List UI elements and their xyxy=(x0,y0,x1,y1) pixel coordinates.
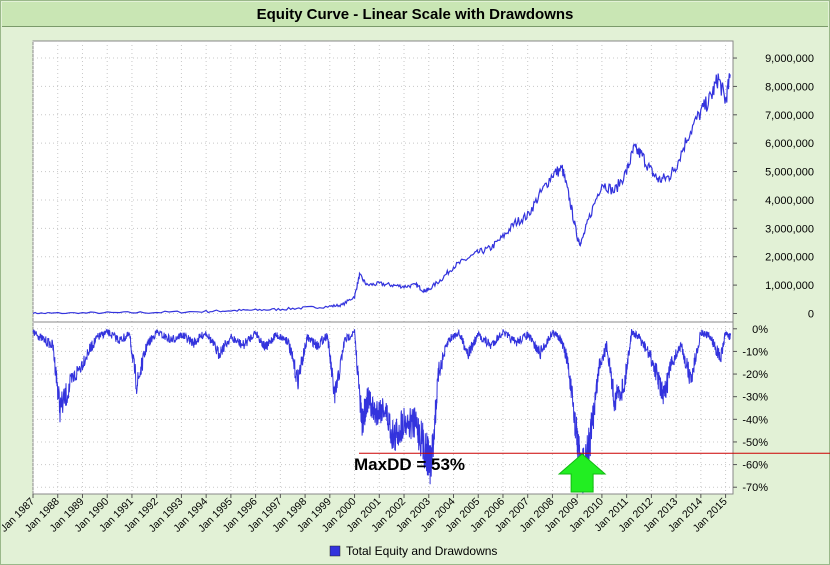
equity-y-tick-label: 0 xyxy=(808,308,814,320)
drawdown-series-line xyxy=(32,328,731,494)
annotations: MaxDD = 53% xyxy=(354,452,830,493)
maxdd-arrow xyxy=(557,453,607,493)
chart-title-bar: Equity Curve - Linear Scale with Drawdow… xyxy=(2,2,828,27)
equity-plot-area xyxy=(32,40,734,323)
chart-title: Equity Curve - Linear Scale with Drawdow… xyxy=(256,5,574,23)
drawdown-y-tick-label: -50% xyxy=(742,437,768,449)
drawdown-y-tick-label: -30% xyxy=(742,392,768,404)
equity-y-tick-label: 5,000,000 xyxy=(765,167,814,179)
drawdown-y-tick-label: -70% xyxy=(742,482,768,494)
equity-y-tick-label: 2,000,000 xyxy=(765,252,814,264)
equity-panel: 0 1,000,000 2,000,000 3,000,000 4,000,000 5,0… xyxy=(32,40,814,323)
equity-y-tick-label: 7,000,000 xyxy=(765,110,814,122)
equity-y-tick-label: 9,000,000 xyxy=(765,53,814,65)
legend-swatch xyxy=(329,545,341,557)
chart-canvas: 0 1,000,000 2,000,000 3,000,000 4,000,000 5,0… xyxy=(2,40,830,558)
maxdd-label: MaxDD = 53% xyxy=(354,455,465,474)
drawdown-y-tick-label: -60% xyxy=(742,460,768,472)
equity-y-tick-label: 4,000,000 xyxy=(765,195,814,207)
drawdown-y-tick-label: 0% xyxy=(752,324,768,336)
drawdown-panel: 0% -10% -20% -30% -40% -50% -60% -70% xyxy=(32,321,768,495)
equity-y-tick-label: 3,000,000 xyxy=(765,223,814,235)
equity-y-tick-label: 1,000,000 xyxy=(765,280,814,292)
drawdown-y-tick-label: -20% xyxy=(742,369,768,381)
drawdown-y-tick-label: -40% xyxy=(742,414,768,426)
equity-y-tick-label: 8,000,000 xyxy=(765,81,814,93)
equity-series-line xyxy=(32,73,731,315)
legend: Total Equity and Drawdowns xyxy=(329,544,497,558)
legend-label: Total Equity and Drawdowns xyxy=(346,544,497,558)
drawdown-y-tick-label: -10% xyxy=(742,346,768,358)
equity-y-tick-label: 6,000,000 xyxy=(765,138,814,150)
